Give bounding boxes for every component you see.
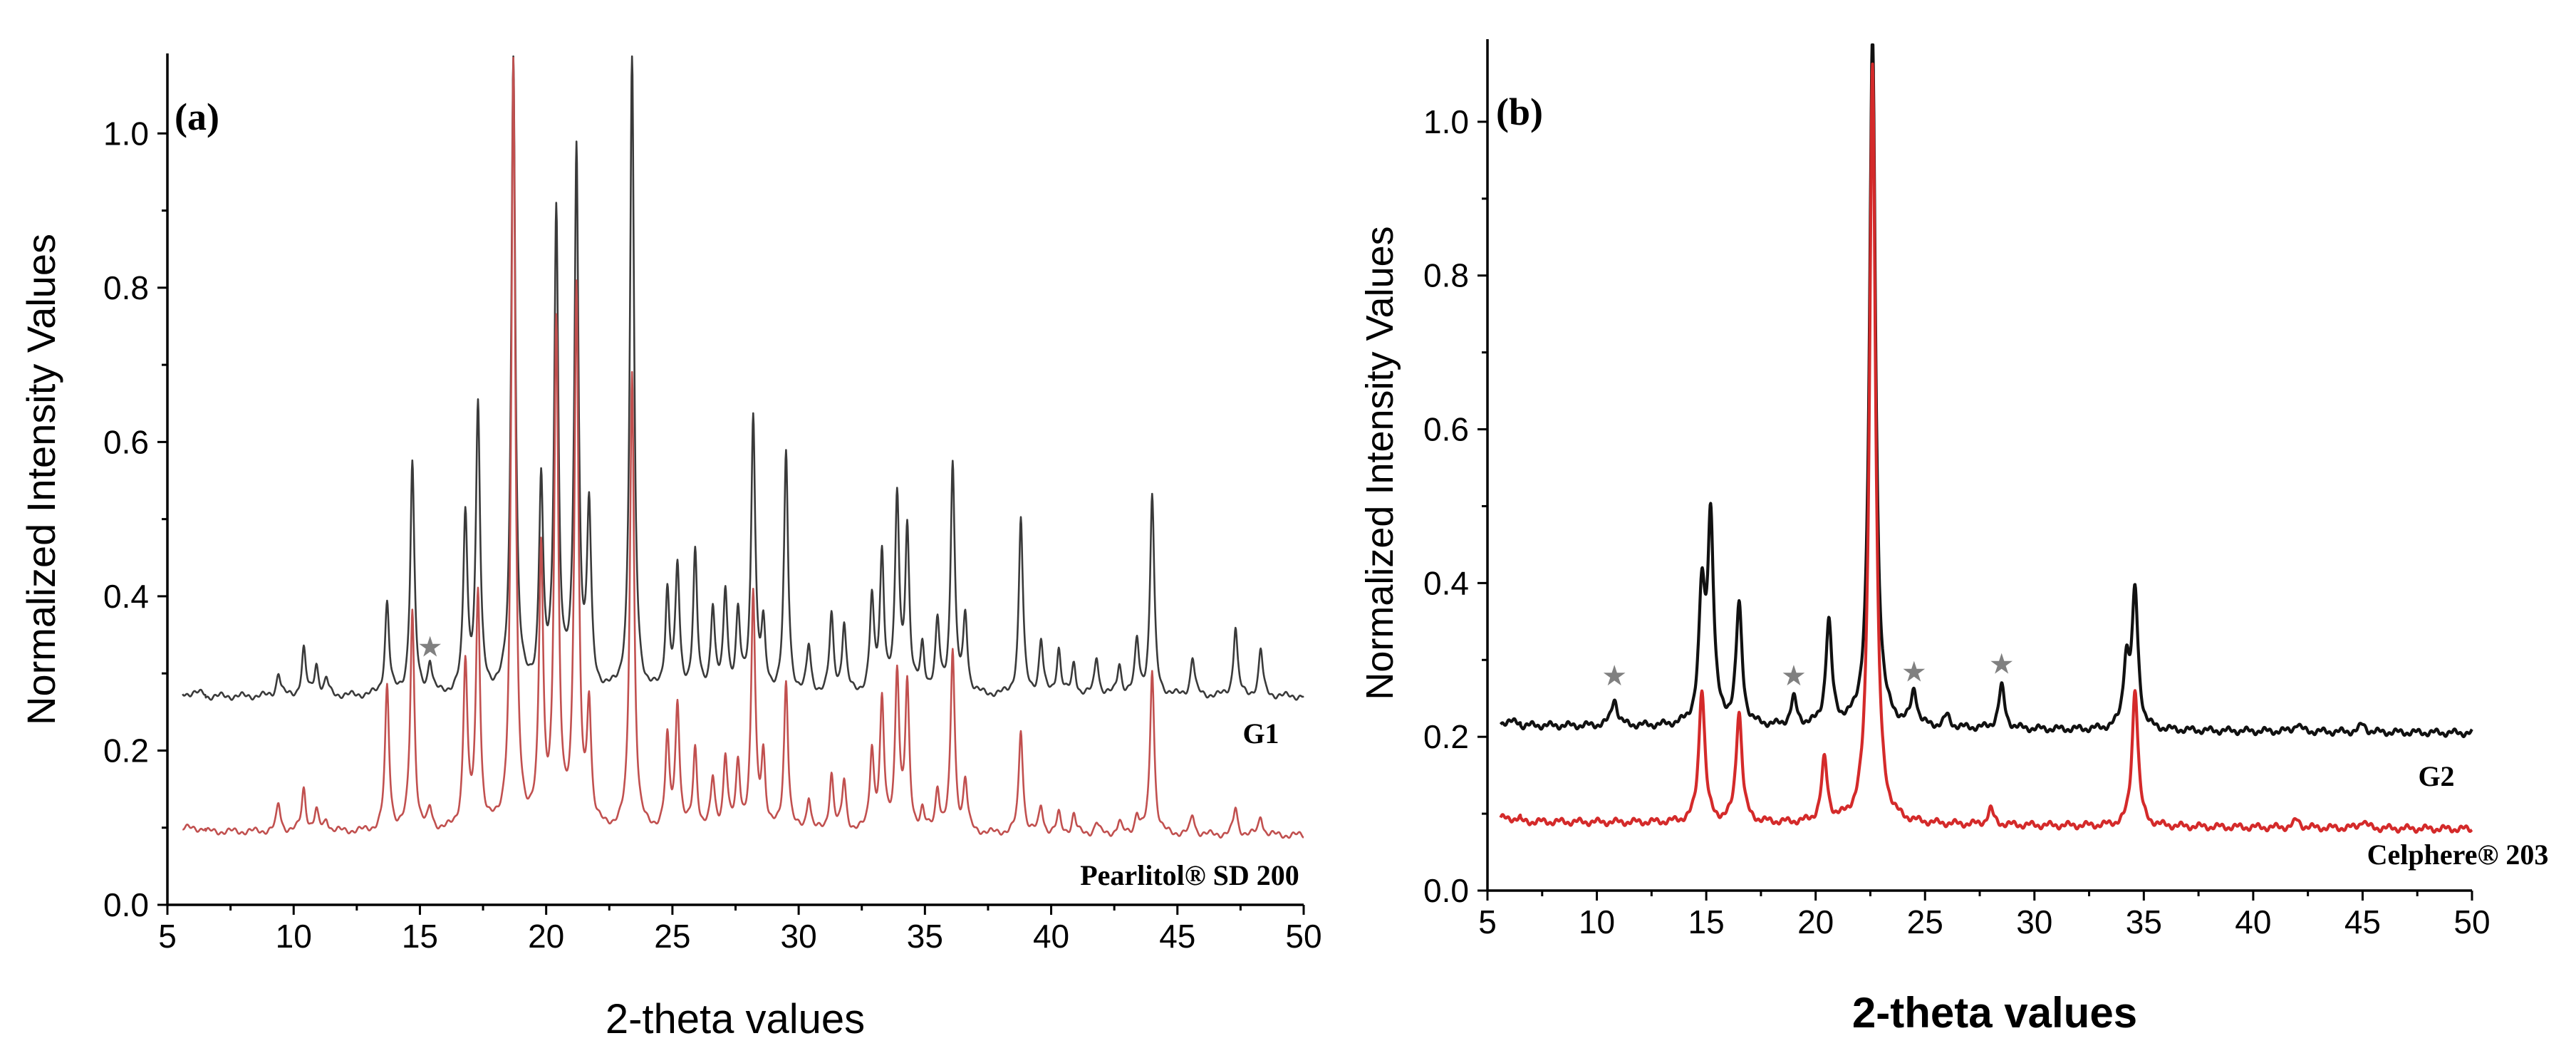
x-tick-label: 30 (2016, 903, 2052, 940)
x-tick-label: 10 (1579, 903, 1615, 940)
x-tick-label: 20 (1797, 903, 1834, 940)
star-marker-icon: ★ (1781, 660, 1807, 693)
panel-a-annotations: ★ (417, 631, 443, 663)
y-tick-label: 0.6 (1423, 411, 1469, 448)
x-tick-label: 15 (1688, 903, 1725, 940)
panel-b: (b) 5 10 15 20 25 30 35 40 45 50 0.0 0.2 0.4 0.6 0.8 1.… (1359, 39, 2548, 1037)
x-tick-label: 35 (907, 918, 943, 955)
panel-a-label: (a) (175, 95, 219, 138)
x-tick-label: 5 (1478, 903, 1497, 940)
panel-b-label: (b) (1496, 90, 1543, 133)
y-tick-label: 1.0 (103, 115, 149, 152)
x-tick-label: 45 (1159, 918, 1195, 955)
y-tick-label: 0.8 (1423, 257, 1469, 294)
y-tick-label: 0.8 (103, 269, 149, 306)
y-tick-label: 0.4 (1423, 564, 1469, 601)
x-tick-label: 40 (2235, 903, 2271, 940)
panel-b-y-axis-title: Normalized Intensity Values (1359, 226, 1401, 700)
panel-b-series-label-0: G2 (2418, 760, 2454, 792)
x-tick-label: 50 (2453, 903, 2490, 940)
panel-b-series-label-1: Celphere® 203 (2367, 839, 2549, 871)
panel-a-x-axis-title: 2-theta values (606, 996, 865, 1042)
y-tick-label: 0.2 (1423, 718, 1469, 755)
panel-a-series-label-0: G1 (1242, 717, 1279, 750)
x-tick-label: 15 (402, 918, 438, 955)
panel-b-series (1499, 43, 2473, 834)
x-tick-label: 25 (654, 918, 690, 955)
series-line-2 (182, 56, 1304, 839)
panel-b-ticks: 5 10 15 20 25 30 35 40 45 50 0.0 0.2 0.4 0.6 0.8 1.0 (1423, 103, 2491, 940)
x-tick-label: 30 (781, 918, 817, 955)
star-marker-icon: ★ (1989, 648, 2015, 681)
y-tick-label: 0.4 (103, 578, 149, 615)
y-tick-label: 0.2 (103, 732, 149, 769)
x-tick-label: 20 (528, 918, 564, 955)
x-tick-label: 35 (2126, 903, 2162, 940)
panel-a-series-label-1: Pearlitol® SD 200 (1080, 859, 1299, 891)
x-tick-label: 45 (2344, 903, 2381, 940)
panel-a: (a) 5 10 15 20 25 30 35 40 45 50 0.0 0.2 0.4 0.6 0.8 1.… (19, 53, 1322, 1042)
y-tick-label: 0.6 (103, 423, 149, 460)
series-line-1 (1499, 43, 2473, 739)
panel-a-ticks: 5 10 15 20 25 30 35 40 45 50 0.0 0.2 0.4 0.6 0.8 1.0 (103, 115, 1322, 955)
x-tick-label: 5 (158, 918, 177, 955)
x-tick-label: 50 (1285, 918, 1321, 955)
y-tick-label: 0.0 (1423, 872, 1469, 909)
panel-a-series (182, 55, 1304, 839)
series-line-1 (182, 55, 1304, 701)
series-line-2 (1499, 62, 2473, 834)
y-tick-label: 0.0 (103, 886, 149, 923)
x-tick-label: 40 (1033, 918, 1069, 955)
star-marker-icon: ★ (417, 631, 443, 663)
x-tick-label: 25 (1907, 903, 1943, 940)
panel-b-x-axis-title: 2-theta values (1852, 989, 2137, 1037)
star-marker-icon: ★ (1901, 655, 1927, 688)
panel-a-y-axis-title: Normalized Intensity Values (19, 234, 63, 725)
panel-b-annotations: ★ ★ ★ ★ (1601, 648, 2014, 693)
x-tick-label: 10 (276, 918, 312, 955)
star-marker-icon: ★ (1601, 660, 1627, 693)
y-tick-label: 1.0 (1423, 103, 1469, 140)
